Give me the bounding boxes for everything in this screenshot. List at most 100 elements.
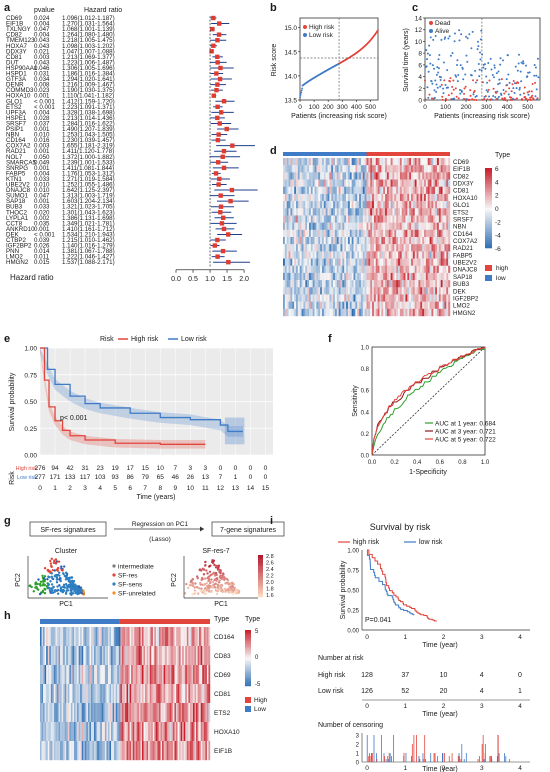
heatmap-cell: [347, 308, 350, 317]
heatmap-cell: [414, 280, 417, 288]
heatmap-cell: [412, 280, 415, 288]
status-point: [491, 74, 494, 77]
heatmap-cell: [327, 308, 330, 317]
h-heatmap-cell: [53, 665, 56, 685]
status-point: [439, 79, 442, 82]
status-legend-dead: Dead: [435, 20, 451, 27]
h-heatmap-cell: [172, 722, 175, 742]
heatmap-cell: [349, 165, 352, 173]
h-heatmap-cell: [103, 703, 106, 723]
heatmap-cell: [377, 158, 380, 166]
km2-ytick-label: 0.25: [347, 609, 359, 615]
heatmap-cell: [438, 294, 441, 302]
h-heatmap-cell: [77, 627, 79, 647]
heatmap-cell: [401, 244, 404, 252]
heatmap-cell: [372, 158, 375, 166]
status-point: [430, 97, 433, 100]
heatmap-cell: [299, 165, 302, 173]
heatmap-cell: [355, 158, 358, 166]
forest-point: [218, 204, 224, 209]
heatmap-scale-cell: [485, 226, 492, 229]
heatmap-cell: [295, 251, 299, 259]
km2-risk-count: 52: [401, 688, 409, 695]
heatmap-cell: [403, 258, 406, 266]
heatmap-cell: [336, 251, 339, 259]
heatmap-cell: [310, 301, 313, 310]
forest-gene-label: NBN: [6, 132, 19, 139]
heatmap-cell: [372, 308, 375, 317]
forest-hr-text: 1.411(1.081-1.844): [62, 165, 114, 172]
h-heatmap-cell: [41, 703, 44, 723]
heatmap-cell: [360, 222, 363, 231]
cluster-point: [64, 575, 68, 579]
heatmap-cell: [284, 215, 287, 223]
heatmap-cell: [310, 280, 313, 288]
forest-pvalue: 0.047: [34, 193, 50, 200]
h-scale-cell: [245, 652, 251, 654]
heatmap-scale-cell: [485, 202, 492, 205]
heatmap-cell: [385, 186, 388, 195]
heatmap-cell: [316, 215, 319, 223]
panel-label-i: i: [270, 515, 274, 527]
sfres-point: [198, 568, 202, 571]
heatmap-cell: [427, 208, 430, 216]
heatmap-cell: [342, 237, 345, 245]
cluster-point: [48, 589, 52, 592]
heatmap-cell: [299, 229, 302, 238]
heatmap-cell: [346, 215, 349, 223]
sfres-scale-cell: [258, 555, 263, 557]
heatmap-cell: [424, 158, 427, 166]
cluster-axis-pc2: PC2: [15, 573, 22, 587]
h-heatmap-cell: [206, 684, 209, 704]
km2-ytick-label: 0.75: [347, 569, 359, 575]
heatmap-cell: [329, 215, 332, 223]
heatmap-cell: [418, 294, 421, 302]
heatmap-cell: [422, 280, 425, 288]
h-heatmap-cell: [145, 703, 147, 723]
sfres-point: [210, 578, 213, 581]
heatmap-cell: [403, 294, 406, 302]
h-heatmap-cell: [75, 684, 78, 704]
heatmap-cell: [437, 165, 440, 173]
heatmap-cell: [399, 301, 402, 310]
heatmap-cell: [429, 308, 432, 317]
h-heatmap-cell: [166, 627, 169, 647]
heatmap-cell: [347, 229, 350, 238]
panel-label-e: e: [4, 333, 11, 345]
heatmap-cell: [329, 287, 332, 295]
heatmap-cell: [297, 172, 300, 180]
h-heatmap-cell: [123, 646, 126, 666]
heatmap-cell: [401, 294, 404, 302]
heatmap-cell: [422, 272, 425, 281]
heatmap-cell: [344, 158, 347, 166]
heatmap-cell: [359, 308, 362, 317]
forest-hr-text: 1.213(1.069-1.377): [62, 54, 115, 61]
status-ytick-label: 12: [415, 27, 423, 34]
h-heatmap-cell: [86, 741, 89, 761]
heatmap-cell: [318, 158, 321, 166]
heatmap-cell: [284, 172, 287, 180]
h-heatmap-cell: [74, 665, 76, 685]
h-heatmap-cell: [80, 684, 82, 704]
heatmap-cell: [416, 158, 419, 166]
h-heatmap-cell: [98, 684, 101, 704]
forest-pvalue: 0.031: [34, 71, 50, 78]
heatmap-cell: [425, 179, 428, 187]
heatmap-cell: [355, 280, 358, 288]
heatmap-cell: [344, 251, 347, 259]
sfres-scale-cell: [258, 573, 263, 575]
heatmap-cell: [388, 237, 391, 245]
heatmap-cell: [288, 258, 291, 266]
forest-gene-label: LYPLA1: [6, 215, 29, 222]
heatmap-cell: [416, 208, 419, 216]
heatmap-cell: [366, 222, 369, 231]
heatmap-cell: [438, 287, 441, 295]
h-heatmap-cell: [196, 646, 198, 666]
h-scale-cell: [245, 684, 251, 687]
heatmap-cell: [351, 165, 354, 173]
status-point: [488, 79, 491, 82]
heatmap-cell: [383, 201, 386, 209]
heatmap-cell: [437, 294, 440, 302]
heatmap-cell: [331, 237, 334, 245]
h-heatmap-cell: [143, 627, 146, 647]
